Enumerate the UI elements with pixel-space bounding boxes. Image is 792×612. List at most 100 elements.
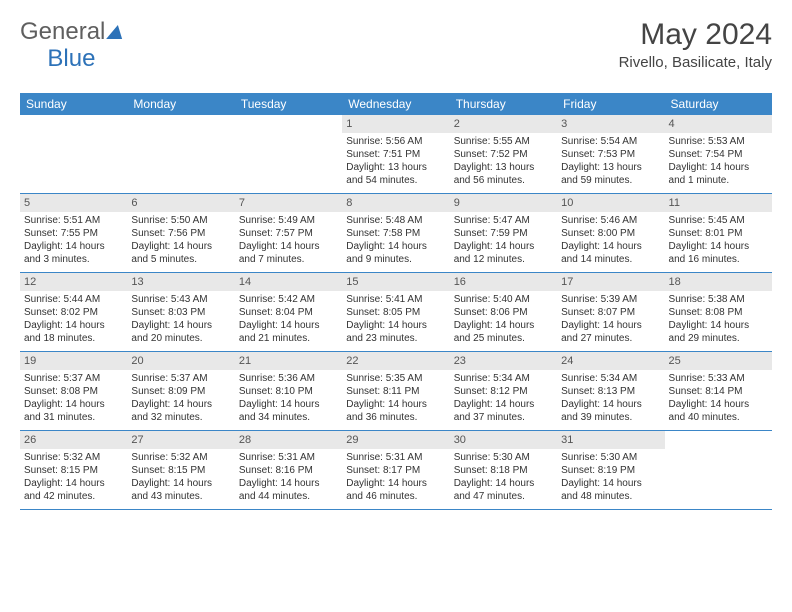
day-header-fri: Friday	[557, 93, 664, 115]
sunrise: Sunrise: 5:53 AM	[669, 135, 768, 148]
week-row: 5Sunrise: 5:51 AMSunset: 7:55 PMDaylight…	[20, 194, 772, 273]
sunset: Sunset: 7:55 PM	[24, 227, 123, 240]
daylight: Daylight: 14 hours and 3 minutes.	[24, 240, 123, 266]
day-number: 25	[665, 352, 772, 370]
sunset: Sunset: 8:18 PM	[454, 464, 553, 477]
day-number: 27	[127, 431, 234, 449]
sunrise: Sunrise: 5:45 AM	[669, 214, 768, 227]
daylight: Daylight: 14 hours and 39 minutes.	[561, 398, 660, 424]
day-number: 17	[557, 273, 664, 291]
daylight: Daylight: 14 hours and 7 minutes.	[239, 240, 338, 266]
day-cell: 6Sunrise: 5:50 AMSunset: 7:56 PMDaylight…	[127, 194, 234, 272]
sunset: Sunset: 8:16 PM	[239, 464, 338, 477]
sunrise: Sunrise: 5:32 AM	[131, 451, 230, 464]
daylight: Daylight: 14 hours and 27 minutes.	[561, 319, 660, 345]
sunrise: Sunrise: 5:33 AM	[669, 372, 768, 385]
sunrise: Sunrise: 5:32 AM	[24, 451, 123, 464]
daylight: Daylight: 14 hours and 37 minutes.	[454, 398, 553, 424]
day-cell: 25Sunrise: 5:33 AMSunset: 8:14 PMDayligh…	[665, 352, 772, 430]
day-number: 21	[235, 352, 342, 370]
sunset: Sunset: 8:14 PM	[669, 385, 768, 398]
sunrise: Sunrise: 5:56 AM	[346, 135, 445, 148]
day-cell: 9Sunrise: 5:47 AMSunset: 7:59 PMDaylight…	[450, 194, 557, 272]
daylight: Daylight: 14 hours and 42 minutes.	[24, 477, 123, 503]
day-cell: 20Sunrise: 5:37 AMSunset: 8:09 PMDayligh…	[127, 352, 234, 430]
daylight: Daylight: 14 hours and 16 minutes.	[669, 240, 768, 266]
sunset: Sunset: 8:17 PM	[346, 464, 445, 477]
day-number: 19	[20, 352, 127, 370]
sunrise: Sunrise: 5:38 AM	[669, 293, 768, 306]
sunrise: Sunrise: 5:41 AM	[346, 293, 445, 306]
day-cell: 3Sunrise: 5:54 AMSunset: 7:53 PMDaylight…	[557, 115, 664, 193]
day-number: 3	[557, 115, 664, 133]
sunrise: Sunrise: 5:31 AM	[239, 451, 338, 464]
day-number: 1	[342, 115, 449, 133]
day-number: 4	[665, 115, 772, 133]
location: Rivello, Basilicate, Italy	[619, 54, 772, 71]
sunset: Sunset: 7:58 PM	[346, 227, 445, 240]
daylight: Daylight: 14 hours and 36 minutes.	[346, 398, 445, 424]
sunset: Sunset: 8:15 PM	[131, 464, 230, 477]
day-number: 9	[450, 194, 557, 212]
sunset: Sunset: 7:59 PM	[454, 227, 553, 240]
sunrise: Sunrise: 5:43 AM	[131, 293, 230, 306]
day-cell: 14Sunrise: 5:42 AMSunset: 8:04 PMDayligh…	[235, 273, 342, 351]
day-cell	[20, 115, 127, 193]
sunrise: Sunrise: 5:36 AM	[239, 372, 338, 385]
logo: General	[20, 18, 126, 46]
day-number: 11	[665, 194, 772, 212]
day-header-tue: Tuesday	[235, 93, 342, 115]
sunset: Sunset: 8:05 PM	[346, 306, 445, 319]
day-cell: 27Sunrise: 5:32 AMSunset: 8:15 PMDayligh…	[127, 431, 234, 509]
daylight: Daylight: 14 hours and 46 minutes.	[346, 477, 445, 503]
daylight: Daylight: 13 hours and 56 minutes.	[454, 161, 553, 187]
day-cell: 21Sunrise: 5:36 AMSunset: 8:10 PMDayligh…	[235, 352, 342, 430]
sunset: Sunset: 8:04 PM	[239, 306, 338, 319]
day-number	[20, 115, 127, 133]
sunset: Sunset: 8:07 PM	[561, 306, 660, 319]
sunrise: Sunrise: 5:48 AM	[346, 214, 445, 227]
sunrise: Sunrise: 5:51 AM	[24, 214, 123, 227]
daylight: Daylight: 14 hours and 29 minutes.	[669, 319, 768, 345]
day-cell	[235, 115, 342, 193]
day-cell: 4Sunrise: 5:53 AMSunset: 7:54 PMDaylight…	[665, 115, 772, 193]
day-number: 29	[342, 431, 449, 449]
daylight: Daylight: 13 hours and 59 minutes.	[561, 161, 660, 187]
daylight: Daylight: 14 hours and 23 minutes.	[346, 319, 445, 345]
sunrise: Sunrise: 5:35 AM	[346, 372, 445, 385]
sunrise: Sunrise: 5:40 AM	[454, 293, 553, 306]
sunrise: Sunrise: 5:30 AM	[454, 451, 553, 464]
day-cell: 18Sunrise: 5:38 AMSunset: 8:08 PMDayligh…	[665, 273, 772, 351]
sunrise: Sunrise: 5:55 AM	[454, 135, 553, 148]
day-number: 18	[665, 273, 772, 291]
logo-text-1: General	[20, 18, 105, 46]
sunset: Sunset: 7:56 PM	[131, 227, 230, 240]
weeks-container: 1Sunrise: 5:56 AMSunset: 7:51 PMDaylight…	[20, 115, 772, 510]
sunrise: Sunrise: 5:42 AM	[239, 293, 338, 306]
month-title: May 2024	[619, 18, 772, 52]
day-number: 13	[127, 273, 234, 291]
day-number: 16	[450, 273, 557, 291]
sunrise: Sunrise: 5:37 AM	[131, 372, 230, 385]
day-number: 23	[450, 352, 557, 370]
day-number: 20	[127, 352, 234, 370]
day-cell: 22Sunrise: 5:35 AMSunset: 8:11 PMDayligh…	[342, 352, 449, 430]
day-cell: 30Sunrise: 5:30 AMSunset: 8:18 PMDayligh…	[450, 431, 557, 509]
day-number: 26	[20, 431, 127, 449]
day-cell	[665, 431, 772, 509]
daylight: Daylight: 14 hours and 18 minutes.	[24, 319, 123, 345]
daylight: Daylight: 14 hours and 32 minutes.	[131, 398, 230, 424]
day-number: 12	[20, 273, 127, 291]
day-cell: 28Sunrise: 5:31 AMSunset: 8:16 PMDayligh…	[235, 431, 342, 509]
daylight: Daylight: 14 hours and 5 minutes.	[131, 240, 230, 266]
sunset: Sunset: 8:00 PM	[561, 227, 660, 240]
day-cell: 13Sunrise: 5:43 AMSunset: 8:03 PMDayligh…	[127, 273, 234, 351]
sunset: Sunset: 8:15 PM	[24, 464, 123, 477]
day-cell: 29Sunrise: 5:31 AMSunset: 8:17 PMDayligh…	[342, 431, 449, 509]
calendar: Sunday Monday Tuesday Wednesday Thursday…	[20, 93, 772, 510]
sunrise: Sunrise: 5:47 AM	[454, 214, 553, 227]
sunset: Sunset: 8:13 PM	[561, 385, 660, 398]
day-cell: 15Sunrise: 5:41 AMSunset: 8:05 PMDayligh…	[342, 273, 449, 351]
day-cell	[127, 115, 234, 193]
sunset: Sunset: 7:53 PM	[561, 148, 660, 161]
